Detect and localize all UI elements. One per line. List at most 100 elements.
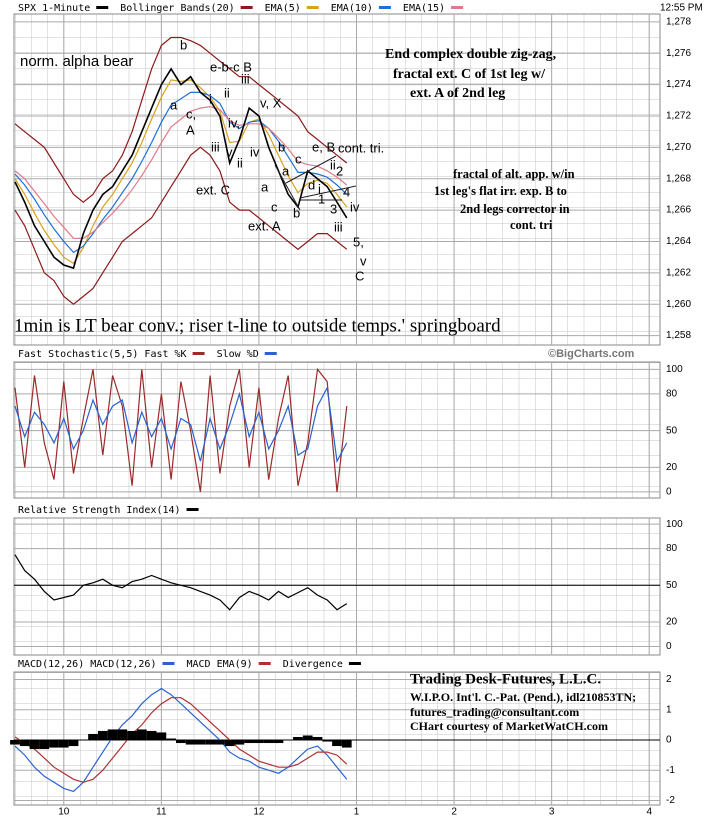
trend-line (285, 155, 337, 184)
annotation: cont. tri. (338, 140, 384, 155)
histogram-bar (88, 733, 98, 741)
annotation: c (295, 151, 302, 166)
histogram-bar (234, 740, 245, 745)
legend-swatch (264, 352, 277, 355)
annotation: v, X (260, 95, 282, 110)
legend-swatch (192, 352, 205, 355)
legend-swatch (96, 6, 109, 9)
annotation: fractal of alt. app. w/in (453, 167, 575, 181)
histogram-bar (312, 736, 323, 741)
x-tick-label: 4 (646, 807, 652, 818)
histogram-bar (302, 735, 313, 741)
y-tick-label: 1,258 (666, 330, 691, 341)
annotation: iii (334, 219, 343, 234)
legend-swatch (306, 6, 319, 9)
histogram-bar (293, 736, 303, 741)
y-tick-label: 1,270 (666, 142, 691, 153)
histogram-bar (195, 740, 206, 745)
y-tick-label: 1,260 (666, 299, 691, 310)
y-tick-label: 0 (666, 487, 672, 498)
legend-swatch (348, 662, 361, 665)
legend-label: MACD(12,26) (18, 659, 84, 670)
y-tick-label: 1,272 (666, 111, 691, 122)
y-tick-label: 2 (666, 674, 672, 685)
y-tick-label: 1,278 (666, 16, 691, 27)
y-tick-label: 20 (666, 617, 678, 628)
bollinger-band (14, 146, 348, 305)
histogram-bar (185, 740, 196, 745)
annotation: i (209, 91, 212, 106)
histogram-bar (117, 729, 128, 741)
legend-label: Divergence (283, 659, 343, 670)
legend-label: EMA(15) (403, 3, 445, 14)
annotation: v (360, 253, 367, 268)
annotation: iii (211, 139, 220, 154)
legend-label: Slow %D (217, 349, 259, 360)
histogram-bar (49, 740, 59, 748)
trend-lines (274, 155, 357, 211)
annotation: norm. alpha bear (20, 53, 133, 70)
annotation: 5, (353, 234, 364, 249)
legend-swatch (162, 662, 175, 665)
histogram-bar (58, 740, 69, 748)
annotation: c (271, 199, 278, 214)
annotation: 2 (336, 163, 343, 178)
annotation: 1 (318, 191, 325, 206)
annotation: b (180, 37, 187, 52)
y-tick-label: -1 (666, 765, 675, 776)
series-line (14, 697, 348, 783)
annotation: 4 (343, 184, 350, 199)
histogram-bar (156, 732, 167, 741)
histogram-bar (127, 730, 137, 741)
legend-swatch (378, 6, 391, 9)
annotation: 1min is LT bear conv.; riser t-line to o… (14, 315, 501, 336)
histogram-bar (322, 740, 333, 742)
histogram-bar (166, 738, 176, 741)
annotation: d (308, 177, 315, 192)
series-line (14, 385, 348, 464)
annotation: ext. A of 2nd leg (410, 86, 505, 101)
time-label: 12:55 PM (660, 3, 703, 14)
annotation: a (282, 163, 290, 178)
trend-line (299, 185, 357, 199)
x-tick-label: 10 (58, 807, 70, 818)
annotation: ii (237, 155, 243, 170)
legend-swatch (240, 6, 253, 9)
series-line (14, 554, 348, 611)
histogram-bar (341, 740, 352, 748)
annotation: ext. A (248, 218, 281, 233)
histogram-bar (244, 740, 255, 744)
annotation: iv (350, 199, 360, 214)
annotation: e, B (312, 139, 335, 154)
histogram-bar (10, 740, 20, 745)
legend-label: Fast Stochastic(5,5) (18, 349, 138, 360)
y-tick-label: 1 (666, 704, 672, 715)
panels: 1,278 1,276 1,274 1,272 1,270 1,268 1,266 1,264… (10, 3, 691, 818)
histogram-bar (175, 740, 186, 744)
legend-label: Relative Strength Index(14) (18, 505, 181, 516)
histogram-bar (39, 740, 50, 750)
annotation: a (170, 97, 178, 112)
annotation: 1st leg's flat irr. exp. B to (434, 184, 567, 198)
y-tick-label: 80 (666, 388, 678, 399)
legend-label: Bollinger Bands(20) (120, 3, 234, 14)
histogram-bar (68, 740, 79, 747)
panel: 100 80 50 20 0 Relative Strength Index(14) (13, 505, 683, 656)
y-tick-label: 1,266 (666, 205, 691, 216)
legend-swatch (186, 508, 199, 511)
histogram-bar (273, 740, 284, 744)
y-tick-label: 1,274 (666, 79, 691, 90)
legend-label: MACD(12,26) (90, 659, 156, 670)
plot-area (13, 361, 661, 499)
legend-swatch (451, 6, 464, 9)
histogram-bar (215, 740, 225, 745)
histogram-bar (19, 740, 30, 747)
annotation: ext. C (196, 182, 230, 197)
series-line (14, 687, 348, 793)
legend-label: MACD EMA(9) (186, 659, 252, 670)
annotation: c, (186, 106, 196, 121)
y-tick-label: 1,276 (666, 48, 691, 59)
histogram-bar (254, 740, 264, 744)
